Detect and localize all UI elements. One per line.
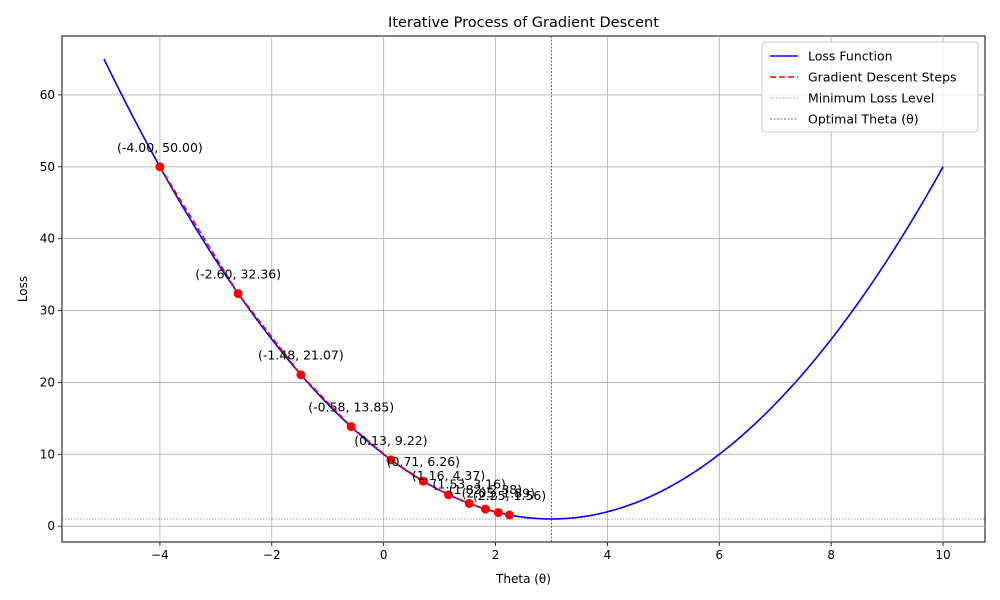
- gradient-step-point: [493, 508, 503, 518]
- y-tick-label: 40: [40, 232, 55, 246]
- legend: Loss Function Gradient Descent Steps Minim…: [761, 41, 979, 133]
- gradient-step-label: (0.13, 9.22): [354, 433, 427, 448]
- gradient-step-label: (2.05, 1.89): [462, 486, 535, 501]
- legend-label: Optimal Theta (θ): [808, 112, 919, 127]
- gradient-step-label: (-2.60, 32.36): [195, 267, 281, 282]
- y-axis-title: Loss: [16, 276, 30, 302]
- legend-label: Loss Function: [808, 49, 893, 64]
- x-tick-label: 0: [380, 548, 388, 562]
- grid-lines: [62, 36, 985, 542]
- gradient-step-label: (-1.48, 21.07): [258, 348, 344, 363]
- gradient-step-label: (1.16, 4.37): [412, 468, 485, 483]
- legend-label: Minimum Loss Level: [808, 91, 934, 106]
- x-tick-label: 2: [492, 548, 500, 562]
- reference-lines: [62, 36, 985, 542]
- gradient-step-point: [386, 455, 396, 465]
- axis-ticks: −4 −2 0 2 4 6 8 10 0 10 20 30 40 50 60: [40, 88, 951, 562]
- y-tick-label: 50: [40, 160, 55, 174]
- gradient-step-label: (2.25, 1.56): [473, 488, 546, 503]
- gradient-step-point: [444, 490, 454, 500]
- x-axis-title: Theta (θ): [495, 572, 551, 586]
- gradient-step-point: [418, 476, 428, 486]
- gradient-step-label: (-4.00, 50.00): [117, 140, 203, 155]
- gradient-step-point: [155, 162, 165, 172]
- legend-box: [761, 41, 979, 133]
- gradient-step-label: (0.71, 6.26): [387, 454, 460, 469]
- gradient-step-label: (-0.58, 13.85): [308, 400, 394, 415]
- x-tick-label: 4: [604, 548, 612, 562]
- gradient-step-label: (1.53, 3.16): [433, 476, 506, 491]
- gradient-step-point: [480, 504, 490, 514]
- gradient-step-label: (1.82, 2.38): [449, 482, 522, 497]
- x-tick-label: 10: [935, 548, 950, 562]
- y-tick-label: 10: [40, 447, 55, 461]
- x-tick-label: 8: [827, 548, 835, 562]
- gradient-step-point: [505, 510, 515, 520]
- gradient-steps-layer: [155, 162, 515, 520]
- legend-label: Gradient Descent Steps: [808, 70, 957, 85]
- y-tick-label: 20: [40, 375, 55, 389]
- y-tick-label: 60: [40, 88, 55, 102]
- gradient-step-point: [464, 498, 474, 508]
- y-tick-label: 30: [40, 304, 55, 318]
- gradient-step-point: [346, 422, 356, 432]
- x-tick-label: 6: [715, 548, 723, 562]
- gradient-step-point: [296, 370, 306, 380]
- gradient-step-point: [233, 289, 243, 299]
- point-labels-layer: (-4.00, 50.00) (-2.60, 32.36) (-1.48, 21.0…: [117, 140, 546, 503]
- x-tick-label: −4: [151, 548, 169, 562]
- x-tick-label: −2: [263, 548, 281, 562]
- chart-title: Iterative Process of Gradient Descent: [388, 15, 659, 31]
- y-tick-label: 0: [47, 519, 55, 533]
